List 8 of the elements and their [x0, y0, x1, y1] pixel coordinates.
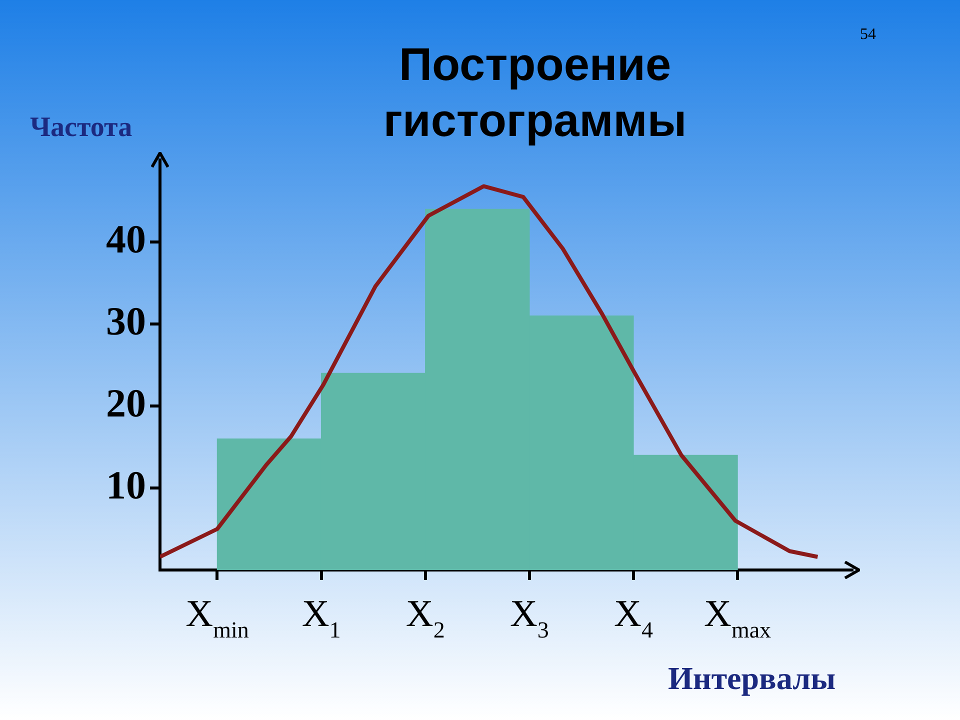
y-tick-label: 30	[106, 298, 146, 344]
text: 54	[860, 26, 876, 44]
y-tick-label: 40	[106, 216, 146, 262]
y-tick-label: 10	[106, 462, 146, 508]
chart-title: Построение гистограммы	[382, 37, 688, 148]
x-axis-title: Интервалы	[668, 660, 836, 697]
y-tick-label: 20	[106, 380, 146, 426]
y-axis-title: Частота	[30, 112, 132, 144]
